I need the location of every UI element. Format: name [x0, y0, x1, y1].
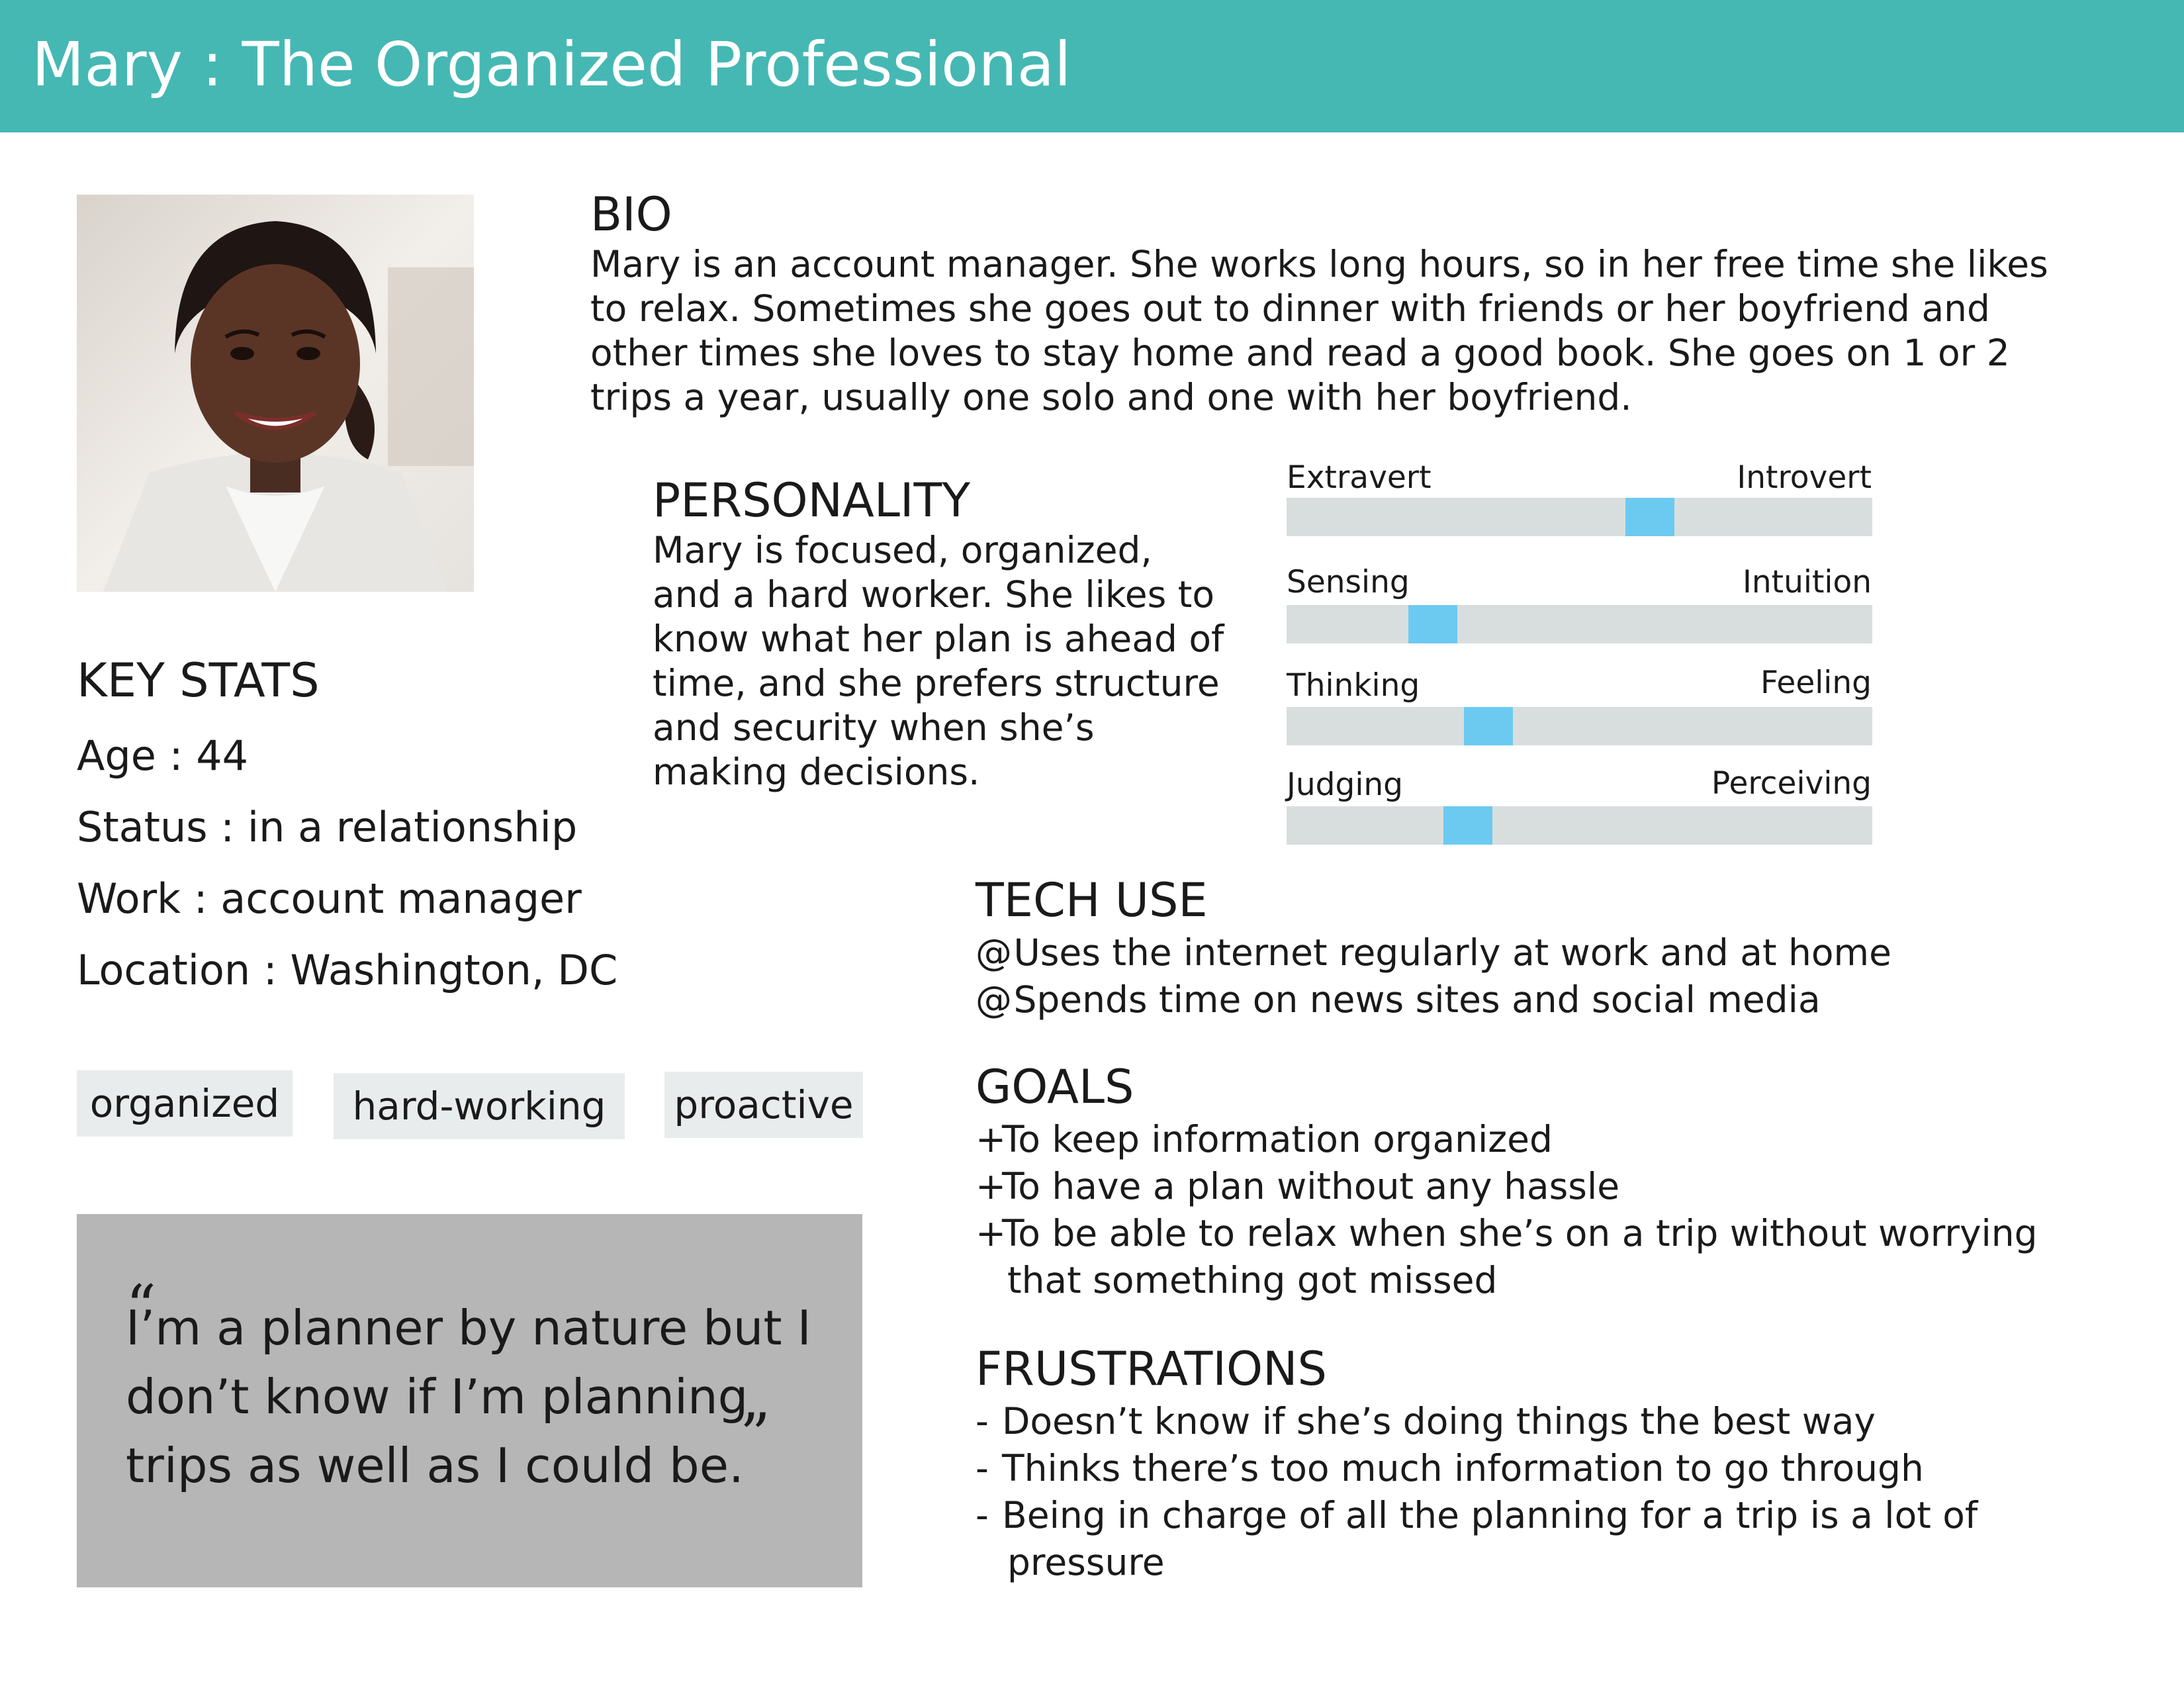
dash-bullet-icon: -	[976, 1400, 989, 1442]
open-quote-mark: “	[126, 1272, 157, 1342]
scale-marker	[1464, 707, 1513, 745]
list-item: - Being in charge of all the planning for…	[976, 1492, 1978, 1539]
scale-label-thinking: Thinking	[1287, 667, 1420, 704]
scale-marker	[1625, 498, 1674, 536]
stat-work: Work : account manager	[77, 874, 582, 923]
trait-tag: proactive	[664, 1072, 863, 1138]
plus-bullet-icon: +	[976, 1118, 1007, 1160]
header-bar: Mary : The Organized Professional	[0, 0, 2184, 132]
frustration-item: Doesn’t know if she’s doing things the b…	[1002, 1400, 1876, 1442]
list-item: +To be able to relax when she’s on a tri…	[976, 1210, 2038, 1257]
scale-track-thinking-feeling	[1287, 707, 1872, 745]
bio-text: Mary is an account manager. She works lo…	[590, 243, 2048, 418]
frustration-item-continuation: pressure	[1007, 1541, 1165, 1583]
dash-bullet-icon: -	[976, 1494, 989, 1536]
quote-text: I’m a planner by nature but I don’t know…	[126, 1300, 811, 1493]
frustrations-list: - Doesn’t know if she’s doing things the …	[976, 1398, 1978, 1586]
goal-item: To keep information organized	[1002, 1118, 1553, 1160]
scale-label-intuition: Intuition	[1743, 564, 1872, 600]
scale-label-perceiving: Perceiving	[1711, 765, 1872, 802]
scale-label-extravert: Extravert	[1287, 459, 1432, 496]
personality-title: PERSONALITY	[653, 473, 971, 528]
plus-bullet-icon: +	[976, 1165, 1007, 1207]
trait-tag: organized	[77, 1070, 293, 1137]
list-item: +To keep information organized	[976, 1116, 2038, 1163]
dash-bullet-icon: -	[976, 1447, 989, 1489]
tech-use-item: Spends time on news sites and social med…	[1013, 978, 1821, 1021]
stat-status: Status : in a relationship	[77, 803, 578, 851]
list-item: - Thinks there’s too much information to …	[976, 1445, 1978, 1492]
list-item: - Doesn’t know if she’s doing things the …	[976, 1398, 1978, 1445]
key-stats-title: KEY STATS	[77, 653, 320, 708]
scale-marker	[1443, 806, 1492, 845]
scale-label-feeling: Feeling	[1760, 665, 1872, 701]
bio-title: BIO	[590, 187, 672, 242]
tech-use-list: @ Uses the internet regularly at work an…	[976, 929, 1891, 1023]
goals-title: GOALS	[976, 1060, 1134, 1114]
stat-age: Age : 44	[77, 731, 249, 780]
at-bullet-icon: @	[976, 978, 1012, 1021]
tech-use-item: Uses the internet regularly at work and …	[1013, 931, 1891, 974]
scale-label-judging: Judging	[1287, 767, 1403, 803]
scale-track-judging-perceiving	[1287, 806, 1872, 845]
page-title: Mary : The Organized Professional	[32, 29, 1071, 100]
goal-item-continuation: that something got missed	[1007, 1259, 1498, 1301]
quote-box: “ I’m a planner by nature but I don’t kn…	[77, 1214, 862, 1587]
scale-label-introvert: Introvert	[1737, 459, 1872, 496]
scale-marker	[1408, 605, 1457, 643]
tech-use-title: TECH USE	[976, 873, 1208, 927]
list-item: @ Uses the internet regularly at work an…	[976, 929, 1891, 976]
scale-label-sensing: Sensing	[1287, 564, 1410, 600]
goals-list: +To keep information organized +To have …	[976, 1116, 2038, 1304]
stat-location: Location : Washington, DC	[77, 946, 618, 994]
plus-bullet-icon: +	[976, 1212, 1007, 1254]
close-quote-mark: ”	[740, 1401, 771, 1470]
frustration-item: Thinks there’s too much information to g…	[1002, 1447, 1924, 1489]
at-bullet-icon: @	[976, 931, 1012, 974]
scale-track-extravert-introvert	[1287, 498, 1872, 536]
scale-track-sensing-intuition	[1287, 605, 1872, 643]
frustration-item: Being in charge of all the planning for …	[1002, 1494, 1978, 1536]
personality-text: Mary is focused, organized, and a hard w…	[653, 529, 1224, 793]
list-item: @ Spends time on news sites and social m…	[976, 976, 1891, 1023]
persona-photo	[77, 195, 474, 592]
frustrations-title: FRUSTRATIONS	[976, 1342, 1327, 1396]
list-item: +To have a plan without any hassle	[976, 1163, 2038, 1210]
goal-item: To be able to relax when she’s on a trip…	[1002, 1212, 2038, 1254]
goal-item: To have a plan without any hassle	[1002, 1165, 1620, 1207]
trait-tag: hard-working	[334, 1073, 625, 1139]
